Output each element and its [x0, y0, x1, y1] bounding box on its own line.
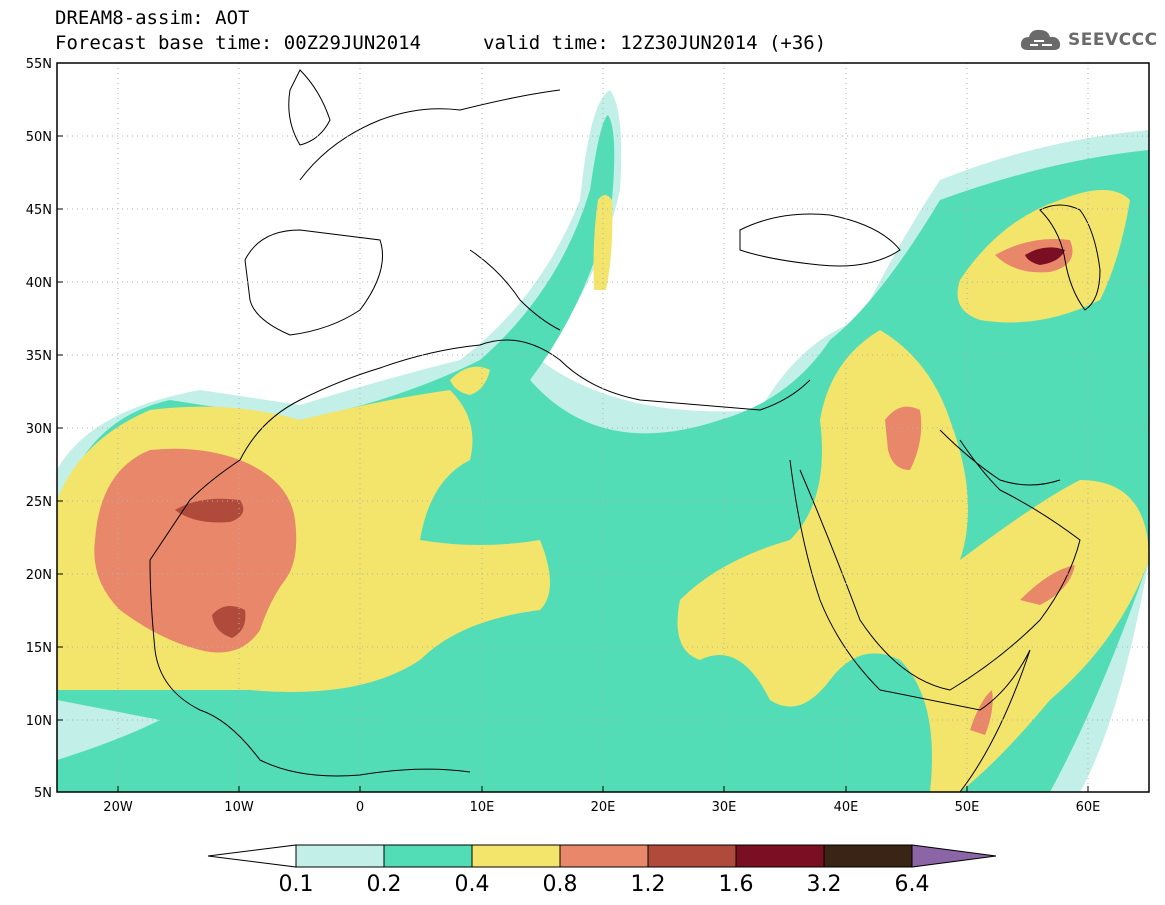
- colorbar-label: 1.6: [719, 872, 754, 897]
- lat-label: 10N: [26, 714, 52, 729]
- lon-label: 20E: [591, 800, 616, 815]
- lat-label: 45N: [26, 203, 52, 218]
- coastlines: [149, 69, 1101, 792]
- lon-label: 50E: [955, 800, 980, 815]
- black-sea-coast: [739, 213, 901, 267]
- colorbar-label: 6.4: [895, 872, 930, 897]
- color-bar: 0.1 0.2 0.4 0.8 1.2 1.6 3.2 6.4: [207, 844, 997, 897]
- colorbar-swatch: [471, 844, 561, 868]
- lon-label: 0: [356, 800, 364, 815]
- west-africa-coast: [149, 459, 471, 777]
- lat-label: 25N: [26, 495, 52, 510]
- aot-level-0-4-balkan: [593, 195, 613, 290]
- colorbar-swatch: [647, 844, 737, 868]
- horn-of-africa-coast: [879, 649, 1031, 792]
- italy-coast: [469, 249, 561, 331]
- lon-label: 10W: [224, 800, 254, 815]
- cloud-icon: [1020, 29, 1061, 50]
- aot-level-0-8-west: [94, 448, 297, 653]
- lat-label: 40N: [26, 276, 52, 291]
- persian-gulf-coast: [939, 429, 1061, 486]
- aot-level-0-4-east: [677, 330, 1149, 792]
- colorbar-swatch: [383, 844, 473, 868]
- graticule: [57, 63, 1149, 792]
- arabia-coast: [799, 439, 1081, 691]
- lat-label: 35N: [26, 349, 52, 364]
- europe-north-coast: [299, 89, 561, 181]
- colorbar-label: 0.1: [279, 872, 314, 897]
- colorbar-swatch: [735, 844, 825, 868]
- longitude-labels: 20W 10W 0 10E 20E 30E 40E 50E 60E: [103, 800, 1100, 815]
- aot-level-0-4-libya: [450, 366, 490, 395]
- north-africa-coast: [239, 339, 811, 461]
- aot-level-1-2-north: [175, 498, 244, 523]
- colorbar-min-arrow: [207, 844, 297, 868]
- colorbar-label: 0.8: [543, 872, 578, 897]
- iberia-coast: [244, 229, 383, 336]
- latitude-labels: 55N 50N 45N 40N 35N 30N 25N 20N 15N 10N …: [26, 57, 52, 801]
- colorbar-swatch: [295, 844, 385, 868]
- aot-level-0-8-oman: [1020, 565, 1075, 605]
- colorbar-label: 3.2: [807, 872, 842, 897]
- logo-text: SEEVCCC: [1068, 30, 1158, 50]
- lat-label: 50N: [26, 130, 52, 145]
- colorbar-max-arrow: [911, 844, 997, 868]
- lon-label: 60E: [1076, 800, 1101, 815]
- british-isles-coast: [288, 69, 331, 146]
- lat-label: 5N: [34, 786, 52, 801]
- aot-level-0-8-iraq: [885, 406, 922, 470]
- aot-level-1-2-south: [212, 606, 246, 638]
- lat-label: 15N: [26, 641, 52, 656]
- lon-label: 20W: [103, 800, 133, 815]
- red-sea-coast: [789, 459, 881, 691]
- lon-label: 30E: [712, 800, 737, 815]
- colorbar-swatch: [559, 844, 649, 868]
- map-title: DREAM8-assim: AOT: [55, 7, 250, 29]
- lat-label: 30N: [26, 422, 52, 437]
- colorbar-label: 0.2: [367, 872, 402, 897]
- valid-time: valid time: 12Z30JUN2014 (+36): [483, 32, 827, 54]
- aot-level-1-6-caspian: [1025, 247, 1065, 265]
- seevccc-logo: SEEVCCC: [1018, 24, 1158, 58]
- lat-label: 20N: [26, 568, 52, 583]
- lat-label: 55N: [26, 57, 52, 72]
- aot-level-0-8-horn: [970, 690, 993, 735]
- colorbar-label: 0.4: [455, 872, 490, 897]
- colorbar-label: 1.2: [631, 872, 666, 897]
- colorbar-swatch: [823, 844, 913, 868]
- lon-label: 10E: [470, 800, 495, 815]
- axis-ticks: [57, 135, 1089, 792]
- aot-contours: [57, 90, 1149, 792]
- forecast-base-time: Forecast base time: 00Z29JUN2014: [55, 32, 422, 54]
- lon-label: 40E: [834, 800, 859, 815]
